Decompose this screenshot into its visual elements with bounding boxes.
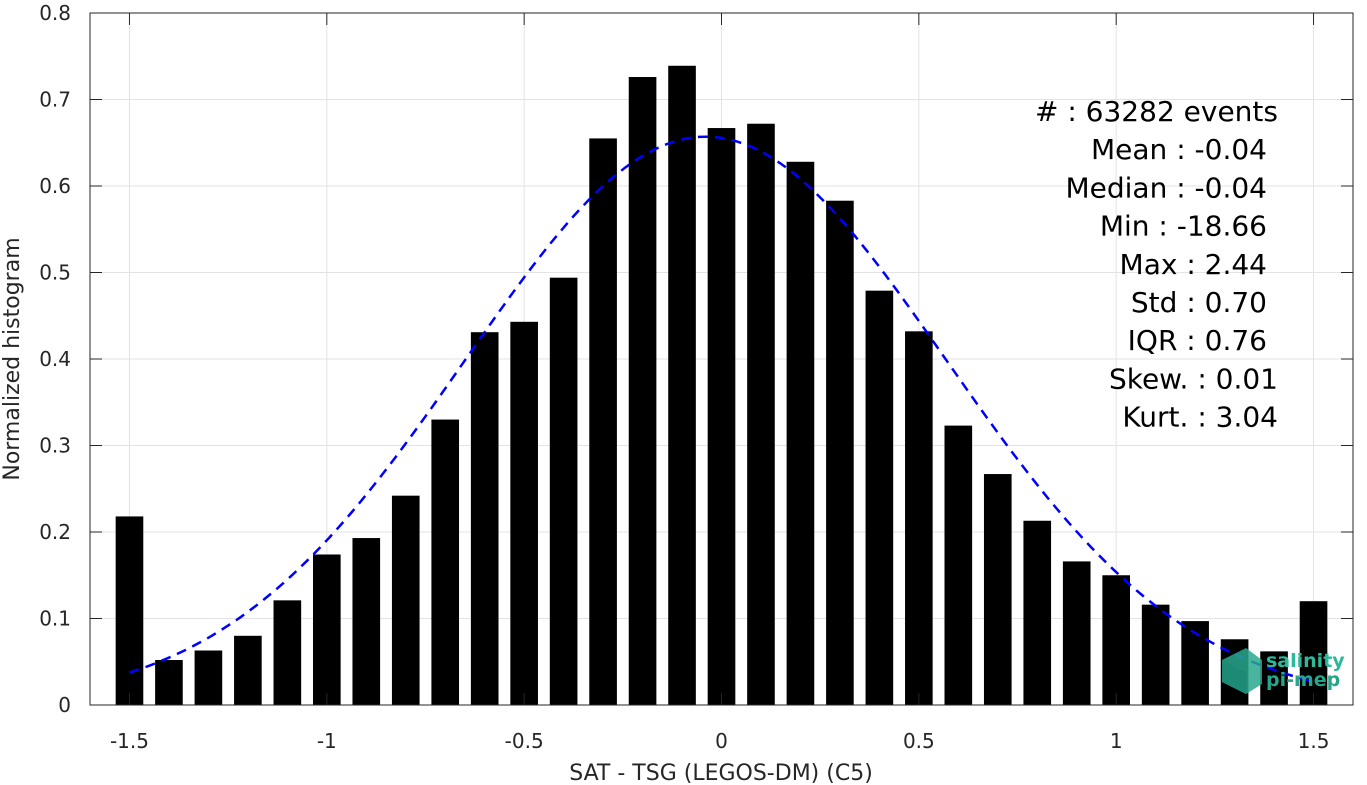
logo-cube-face — [1222, 660, 1246, 694]
histogram-bar — [786, 161, 815, 705]
histogram-bar — [273, 600, 302, 705]
histogram-bar — [312, 554, 341, 705]
x-tick-label: 1.5 — [1298, 729, 1330, 753]
histogram-bar — [707, 128, 736, 706]
statistics-panel: # : 63282 events Mean : -0.04 Median : -0.… — [1035, 95, 1278, 434]
x-tick-label: 0.5 — [903, 729, 935, 753]
histogram-bar — [431, 419, 460, 705]
stat-line: Std : 0.70 — [1131, 286, 1267, 319]
histogram-bar — [549, 277, 578, 705]
y-tick-label: 0.1 — [39, 607, 71, 631]
histogram-bar — [628, 77, 657, 705]
histogram-bar — [589, 138, 617, 706]
histogram-bar — [1062, 561, 1091, 705]
histogram-bar — [1141, 604, 1170, 705]
tick-labels: -1.5 -1 -0.5 0 0.5 1 1.5 0 0.1 0.2 0.3 0.4 0.5 0.6 0.7… — [39, 1, 1329, 753]
stat-line: Min : -18.66 — [1100, 210, 1267, 243]
stat-line: Max : 2.44 — [1120, 248, 1267, 281]
x-tick-label: -1 — [317, 729, 337, 753]
histogram-bar — [668, 65, 696, 705]
plot-axes — [89, 12, 1354, 706]
histogram-bar — [352, 538, 381, 705]
histogram-bar — [510, 321, 538, 705]
histogram-bar — [1181, 621, 1209, 705]
y-tick-label: 0.8 — [39, 1, 71, 25]
y-tick-label: 0.7 — [39, 88, 71, 112]
y-axis-label: Normalized histogram — [0, 237, 25, 480]
histogram-bar — [391, 495, 420, 705]
stat-line: IQR : 0.76 — [1128, 324, 1267, 357]
y-tick-label: 0.3 — [39, 434, 71, 458]
gaussian-fit-curve — [129, 135, 1314, 683]
histogram-bar — [155, 660, 183, 705]
histogram-bar — [1102, 575, 1131, 705]
logo-text-pimep: pi-mep — [1266, 669, 1340, 691]
stat-line: # : 63282 events — [1035, 95, 1278, 128]
stat-line: Skew. : 0.01 — [1109, 362, 1278, 395]
histogram-bar — [1299, 601, 1328, 705]
y-tick-label: 0.5 — [39, 261, 71, 285]
histogram-bar — [983, 474, 1012, 705]
histogram-bar — [865, 290, 894, 705]
histogram-bar — [1023, 520, 1052, 705]
salinity-pimep-logo: salinity pi-mep — [1222, 648, 1345, 694]
histogram-bar — [905, 331, 933, 705]
histogram-bar — [470, 332, 499, 705]
x-axis-label: SAT - TSG (LEGOS-DM) (C5) — [569, 761, 873, 785]
y-tick-label: 0.4 — [39, 347, 71, 371]
x-tick-label: -0.5 — [505, 729, 544, 753]
x-tick-label: 0 — [715, 729, 728, 753]
histogram-bar — [234, 635, 262, 705]
stat-line: Kurt. : 3.04 — [1122, 401, 1278, 434]
x-tick-label: -1.5 — [110, 729, 149, 753]
histogram-bar — [944, 425, 973, 705]
histogram-bar — [747, 123, 775, 706]
histogram-bars — [115, 65, 1328, 706]
x-tick-label: 1 — [1110, 729, 1123, 753]
stat-line: Mean : -0.04 — [1091, 133, 1267, 166]
y-tick-label: 0.2 — [39, 520, 71, 544]
histogram-bar — [194, 650, 223, 705]
histogram-bar — [115, 516, 144, 705]
logo-text-salinity: salinity — [1266, 650, 1345, 672]
histogram-bar — [826, 200, 854, 705]
y-tick-label: 0.6 — [39, 174, 71, 198]
histogram-bar — [1260, 651, 1288, 705]
stat-line: Median : -0.04 — [1065, 171, 1267, 204]
y-tick-label: 0 — [58, 693, 71, 717]
